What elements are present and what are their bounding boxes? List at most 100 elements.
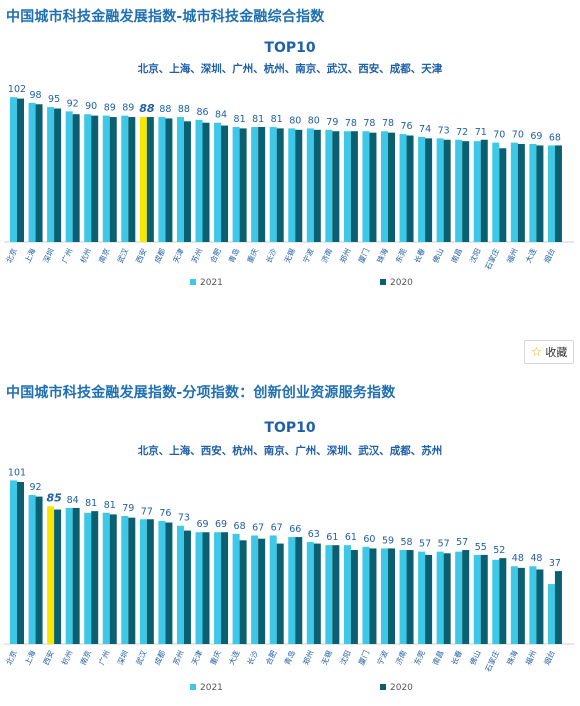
value-label: 73 bbox=[178, 513, 190, 524]
category-label: 珠海 bbox=[374, 246, 390, 264]
bar-2020-4 bbox=[91, 115, 99, 242]
category-label: 佛山 bbox=[467, 649, 482, 667]
value-label: 84 bbox=[67, 495, 79, 506]
category-label: 西安 bbox=[133, 246, 149, 264]
value-label: 66 bbox=[289, 524, 301, 535]
value-label: 57 bbox=[456, 537, 468, 548]
favorite-button[interactable]: ☆ 收藏 bbox=[524, 340, 574, 364]
bar-2021-0 bbox=[10, 480, 17, 644]
category-label: 厦门 bbox=[357, 247, 371, 264]
value-label: 69 bbox=[196, 519, 208, 530]
bar-2021-25 bbox=[473, 141, 481, 242]
bar-2020-26 bbox=[499, 558, 507, 644]
bar-2021-16 bbox=[306, 541, 314, 644]
bar-2021-4 bbox=[84, 114, 92, 242]
bar-2020-27 bbox=[517, 567, 525, 644]
bar-2020-20 bbox=[388, 132, 395, 242]
category-label: 广州 bbox=[59, 247, 74, 265]
bar-2020-1 bbox=[35, 496, 43, 644]
bar-2020-7 bbox=[146, 117, 154, 242]
bar-2021-23 bbox=[436, 551, 444, 644]
bar-2021-26 bbox=[492, 559, 500, 644]
bar-2021-0 bbox=[10, 97, 17, 242]
category-label: 西安 bbox=[41, 648, 57, 666]
bar-2020-29 bbox=[554, 571, 562, 644]
bar-2020-3 bbox=[72, 507, 80, 644]
value-label: 88 bbox=[178, 104, 190, 115]
bar-2020-22 bbox=[425, 554, 433, 644]
bar-2020-1 bbox=[35, 104, 43, 242]
value-label: 48 bbox=[530, 553, 542, 564]
bar-2021-7 bbox=[139, 519, 147, 644]
category-label: 成都 bbox=[152, 246, 168, 264]
category-label: 济南 bbox=[393, 648, 409, 666]
category-label: 东莞 bbox=[393, 246, 409, 264]
category-label: 大连 bbox=[523, 246, 539, 264]
bar-2021-27 bbox=[510, 142, 518, 242]
category-label: 深圳 bbox=[115, 649, 130, 667]
value-label: 92 bbox=[30, 482, 42, 493]
category-label: 东莞 bbox=[412, 648, 428, 666]
category-label: 深圳 bbox=[41, 247, 56, 265]
value-label: 68 bbox=[549, 132, 561, 143]
bar-2021-15 bbox=[288, 128, 296, 242]
value-label: 59 bbox=[382, 535, 394, 546]
value-label: 61 bbox=[345, 532, 357, 543]
value-label: 86 bbox=[196, 107, 208, 118]
value-label: 61 bbox=[326, 532, 338, 543]
chart-title: TOP10 bbox=[264, 420, 315, 436]
bar-2021-9 bbox=[176, 525, 184, 644]
bar-2021-24 bbox=[455, 139, 463, 242]
bar-2020-19 bbox=[369, 548, 377, 644]
bar-2020-15 bbox=[295, 129, 303, 242]
chart-subtitle: 北京、上海、深圳、广州、杭州、南京、武汉、西安、成都、天津 bbox=[138, 62, 443, 75]
bar-2021-3 bbox=[65, 111, 73, 242]
bar-2021-11 bbox=[214, 122, 222, 242]
bar-2021-12 bbox=[232, 126, 240, 242]
bar-2021-18 bbox=[343, 545, 351, 644]
category-label: 福州 bbox=[524, 649, 538, 666]
legend-label: 2021 bbox=[200, 683, 223, 693]
category-label: 杭州 bbox=[59, 649, 74, 667]
value-label: 88 bbox=[159, 104, 171, 115]
bar-2021-1 bbox=[28, 494, 36, 644]
value-label: 81 bbox=[271, 114, 283, 125]
legend-label: 2020 bbox=[390, 278, 413, 288]
value-label: 79 bbox=[326, 117, 338, 128]
value-label: 98 bbox=[30, 90, 42, 101]
bar-2020-28 bbox=[536, 145, 544, 242]
category-label: 青岛 bbox=[226, 247, 241, 265]
category-label: 南京 bbox=[96, 246, 112, 264]
bar-2020-18 bbox=[350, 131, 358, 242]
bar-2020-17 bbox=[332, 545, 340, 644]
category-label: 杭州 bbox=[78, 247, 93, 265]
bar-2021-2 bbox=[47, 107, 55, 242]
category-label: 武汉 bbox=[115, 246, 131, 264]
category-label: 济南 bbox=[319, 246, 335, 264]
bar-2020-13 bbox=[258, 538, 266, 644]
bar-2021-17 bbox=[325, 129, 333, 242]
category-label: 无锡 bbox=[320, 649, 335, 667]
legend-swatch-2021 bbox=[190, 279, 196, 285]
bar-2020-29 bbox=[554, 145, 562, 242]
bar-2021-16 bbox=[306, 128, 314, 242]
bar-2020-4 bbox=[91, 511, 99, 644]
value-label: 85 bbox=[46, 491, 62, 504]
bar-2020-13 bbox=[258, 126, 266, 242]
bar-2020-19 bbox=[369, 132, 377, 242]
value-label: 81 bbox=[252, 114, 264, 125]
category-label: 武汉 bbox=[133, 648, 149, 666]
bar-2021-22 bbox=[418, 136, 426, 242]
bar-2020-11 bbox=[221, 125, 229, 242]
bar-2020-23 bbox=[443, 139, 451, 242]
value-label: 74 bbox=[419, 124, 431, 135]
category-label: 烟台 bbox=[541, 247, 556, 265]
category-label: 长春 bbox=[412, 246, 428, 264]
category-label: 南昌 bbox=[449, 247, 464, 265]
category-label: 上海 bbox=[22, 648, 38, 666]
bar-2021-22 bbox=[418, 551, 426, 644]
category-label: 合肥 bbox=[207, 246, 223, 264]
category-label: 重庆 bbox=[207, 648, 223, 666]
bar-2020-7 bbox=[146, 519, 154, 644]
bar-2020-15 bbox=[295, 537, 303, 644]
